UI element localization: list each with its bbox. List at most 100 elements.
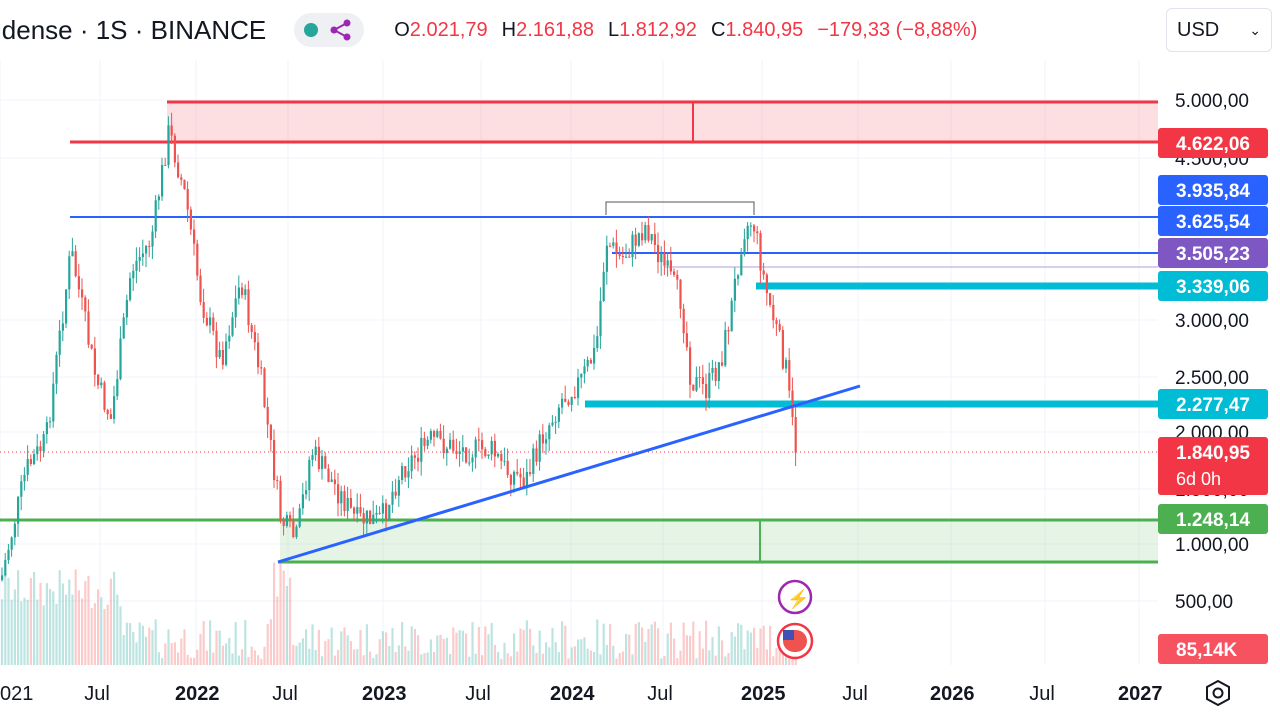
x-tick-label: 021 bbox=[0, 683, 33, 705]
candle-body bbox=[385, 503, 388, 520]
volume-bar bbox=[97, 589, 100, 665]
price-label-box bbox=[1158, 206, 1268, 236]
status-pill[interactable] bbox=[294, 13, 365, 47]
symbol-title[interactable]: idense · 1S · BINANCE bbox=[0, 14, 267, 45]
candle-body bbox=[170, 125, 173, 136]
volume-bar bbox=[58, 570, 61, 665]
volume-bar bbox=[33, 571, 36, 665]
volume-bar bbox=[429, 639, 432, 665]
volume-bar bbox=[7, 577, 10, 665]
candle-body bbox=[234, 298, 237, 318]
candle-body bbox=[561, 398, 564, 408]
volume-bar bbox=[503, 642, 506, 665]
volume-bar bbox=[676, 658, 679, 665]
candle-body bbox=[423, 437, 426, 446]
candle-body bbox=[522, 477, 525, 487]
candle-body bbox=[634, 234, 637, 246]
volume-bar bbox=[39, 582, 42, 665]
volume-bar bbox=[746, 630, 749, 665]
volume-bar bbox=[116, 594, 119, 665]
volume-bar bbox=[493, 644, 496, 665]
candle-body bbox=[650, 234, 653, 241]
volume-bar bbox=[100, 597, 103, 665]
volume-bar bbox=[519, 628, 522, 665]
volume-bar bbox=[145, 636, 148, 665]
volume-bar bbox=[445, 637, 448, 665]
candle-body bbox=[583, 366, 586, 374]
candle-body bbox=[71, 251, 74, 257]
candle-body bbox=[250, 325, 253, 333]
volume-bar bbox=[465, 633, 468, 665]
candle-body bbox=[365, 510, 368, 524]
volume-bar bbox=[481, 655, 484, 665]
candle-body bbox=[538, 434, 541, 462]
volume-bar bbox=[215, 630, 218, 665]
candle-body bbox=[263, 368, 266, 407]
candle-body bbox=[545, 439, 548, 444]
candle-body bbox=[33, 454, 36, 465]
candle-body bbox=[45, 422, 48, 435]
volume-bar bbox=[49, 589, 52, 665]
candle-body bbox=[599, 301, 602, 337]
chevron-down-icon: ⌄ bbox=[1249, 21, 1261, 38]
candle-body bbox=[161, 164, 164, 197]
volume-bar bbox=[682, 622, 685, 665]
price-label-box bbox=[1158, 634, 1268, 664]
volume-bar bbox=[580, 639, 583, 665]
candle-body bbox=[106, 409, 109, 415]
currency-select[interactable]: USD ⌄ bbox=[1166, 8, 1272, 52]
candle-body bbox=[177, 162, 180, 178]
candle-body bbox=[609, 245, 612, 247]
price-label: 85,14K bbox=[1176, 640, 1238, 661]
candle-body bbox=[749, 225, 752, 227]
candle-body bbox=[513, 471, 516, 485]
candle-body bbox=[4, 560, 7, 576]
volume-bar bbox=[378, 639, 381, 665]
candle-body bbox=[228, 335, 231, 342]
volume-bar bbox=[436, 635, 439, 665]
volume-bar bbox=[372, 658, 375, 665]
y-tick-label: 5.000,00 bbox=[1175, 91, 1249, 112]
x-tick-label: 2023 bbox=[362, 683, 407, 705]
candle-body bbox=[343, 491, 346, 511]
volume-bar bbox=[20, 601, 23, 665]
candle-body bbox=[218, 349, 221, 358]
candle-body bbox=[109, 414, 112, 419]
volume-bar bbox=[426, 652, 429, 665]
volume-bar bbox=[753, 627, 756, 665]
candle-body bbox=[577, 377, 580, 398]
volume-bar bbox=[10, 599, 13, 665]
settings-gear-icon[interactable] bbox=[1200, 676, 1236, 710]
candle-body bbox=[42, 434, 45, 452]
volume-bar bbox=[266, 624, 269, 665]
volume-bar bbox=[212, 652, 215, 665]
candle-body bbox=[612, 242, 615, 246]
candle-body bbox=[625, 256, 628, 258]
volume-bar bbox=[106, 604, 109, 665]
volume-bar bbox=[369, 651, 372, 665]
low-key: L bbox=[607, 18, 620, 41]
open-value: 2.021,79 bbox=[409, 18, 488, 41]
volume-bar bbox=[247, 656, 250, 665]
candle-body bbox=[647, 225, 650, 241]
candle-body bbox=[202, 302, 205, 318]
volume-bar bbox=[468, 656, 471, 665]
candle-body bbox=[317, 446, 320, 469]
candle-body bbox=[429, 431, 432, 440]
candle-body bbox=[138, 257, 141, 261]
price-label-box bbox=[1158, 504, 1268, 534]
candle-body bbox=[717, 362, 720, 381]
candle-body bbox=[100, 382, 103, 386]
candle-body bbox=[295, 526, 298, 537]
volume-bar bbox=[669, 622, 672, 665]
volume-bar bbox=[343, 627, 346, 665]
candle-body bbox=[567, 401, 570, 405]
candle-body bbox=[237, 287, 240, 299]
candle-body bbox=[468, 462, 471, 464]
volume-bar bbox=[119, 606, 122, 665]
volume-bar bbox=[391, 628, 394, 665]
volume-bar bbox=[359, 630, 362, 665]
candle-body bbox=[77, 276, 80, 290]
candle-body bbox=[529, 472, 532, 474]
